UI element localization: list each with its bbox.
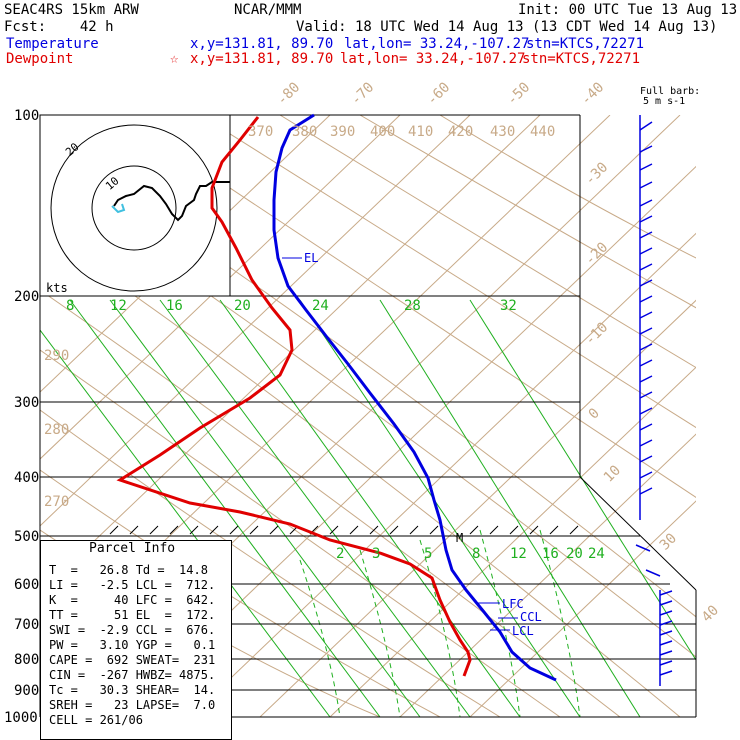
theta-label: 420	[448, 124, 474, 140]
theta-label: 380	[292, 124, 318, 140]
ccl-marker: CCL	[520, 610, 542, 624]
theta-label: 410	[408, 124, 434, 140]
mixing-ratio-label: 16	[542, 546, 559, 562]
freezing-level-hatch	[109, 525, 579, 535]
theta-label: 290	[44, 348, 70, 364]
theta-label: 400	[370, 124, 396, 140]
mixing-ratio-label: 32	[500, 298, 517, 314]
pressure-label: 500	[14, 529, 40, 545]
organization: NCAR/MMM	[234, 2, 302, 18]
parcel-info-title: Parcel Info	[89, 541, 176, 556]
model-name: SEAC4RS 15km ARW	[4, 2, 139, 18]
el-marker: EL	[304, 251, 319, 265]
wind-barbs	[635, 115, 673, 686]
mixed-layer-marker: M	[456, 531, 464, 545]
mixing-ratio-label: 8	[472, 546, 481, 562]
parcel-row: SREH = 23 LAPSE= 7.0	[49, 698, 216, 712]
temperature-station: stn=KTCS,72271	[526, 36, 645, 52]
pressure-label: 1000	[4, 710, 38, 726]
mixing-ratio-label: 5	[424, 546, 433, 562]
pressure-label: 900	[14, 683, 40, 699]
temperature-xy: x,y=131.81, 89.70	[190, 36, 334, 52]
mixing-ratio-label: 3	[372, 546, 381, 562]
init-time: Init: 00 UTC Tue 13 Aug 13	[518, 2, 738, 18]
theta-label: 430	[490, 124, 516, 140]
mixing-ratio-label: 28	[404, 298, 421, 314]
barb-legend-units: 5 m s-1	[643, 96, 686, 107]
dewpoint-trace	[116, 116, 472, 677]
mixing-ratio-label: 12	[110, 298, 127, 314]
theta-label: 270	[44, 494, 70, 510]
mixing-ratio-label: 24	[588, 546, 605, 562]
lcl-marker: LCL	[512, 624, 534, 638]
hodograph-units: kts	[46, 281, 68, 295]
theta-label: 440	[530, 124, 556, 140]
parcel-row: PW = 3.10 YGP = 0.1	[49, 638, 216, 652]
mixing-ratio-label: 20	[566, 546, 583, 562]
hodograph	[39, 114, 231, 297]
parcel-row: TT = 51 EL = 172.	[49, 608, 216, 622]
mixing-ratio-label: 2	[336, 546, 345, 562]
mixing-ratio-label: 12	[510, 546, 527, 562]
parcel-row: K = 40 LFC = 642.	[49, 593, 216, 607]
theta-label: 390	[330, 124, 356, 140]
star-icon: ☆	[170, 51, 179, 67]
temperature-trace	[272, 113, 557, 682]
parcel-info-panel: Parcel Info T = 26.8 Td = 14.8 LI = -2.5…	[40, 540, 232, 740]
parcel-row: CAPE = 692 SWEAT= 231	[49, 653, 216, 667]
mixing-ratio-label: 24	[312, 298, 329, 314]
theta-label: 280	[44, 422, 70, 438]
mixing-ratio-label: 16	[166, 298, 183, 314]
parcel-row: Tc = 30.3 SHEAR= 14.	[49, 683, 216, 697]
parcel-row: CELL = 261/06	[49, 713, 143, 727]
temperature-legend: Temperature	[6, 36, 99, 52]
dewpoint-latlon: lat,lon= 33.24,-107.27	[340, 51, 526, 67]
parcel-level-markers	[282, 257, 518, 631]
forecast-hour: Fcst: 42 h	[4, 19, 114, 35]
pressure-label: 100	[14, 108, 40, 124]
parcel-row: T = 26.8 Td = 14.8	[49, 563, 208, 577]
mixing-ratio-label: 8	[66, 298, 75, 314]
theta-label: 370	[248, 124, 274, 140]
lfc-marker: LFC	[502, 597, 524, 611]
barb-legend-title: Full barb:	[640, 86, 701, 97]
dewpoint-xy: x,y=131.81, 89.70	[190, 51, 334, 67]
pressure-label: 600	[14, 577, 40, 593]
parcel-row: CIN = -267 HWBZ= 4875.	[49, 668, 216, 682]
pressure-label: 200	[14, 289, 40, 305]
pressure-label: 300	[14, 395, 40, 411]
valid-time: Valid: 18 UTC Wed 14 Aug 13 (13 CDT Wed …	[296, 19, 718, 35]
parcel-row: SWI = -2.9 CCL = 676.	[49, 623, 216, 637]
pressure-label: 400	[14, 470, 40, 486]
pressure-label: 800	[14, 652, 40, 668]
dewpoint-legend: Dewpoint	[6, 51, 74, 67]
parcel-row: LI = -2.5 LCL = 712.	[49, 578, 216, 592]
mixing-ratio-label: 20	[234, 298, 251, 314]
temperature-latlon: lat,lon= 33.24,-107.27	[344, 36, 530, 52]
moist-adiabats	[299, 529, 581, 717]
dewpoint-station: stn=KTCS,72271	[522, 51, 641, 67]
pressure-label: 700	[14, 617, 40, 633]
